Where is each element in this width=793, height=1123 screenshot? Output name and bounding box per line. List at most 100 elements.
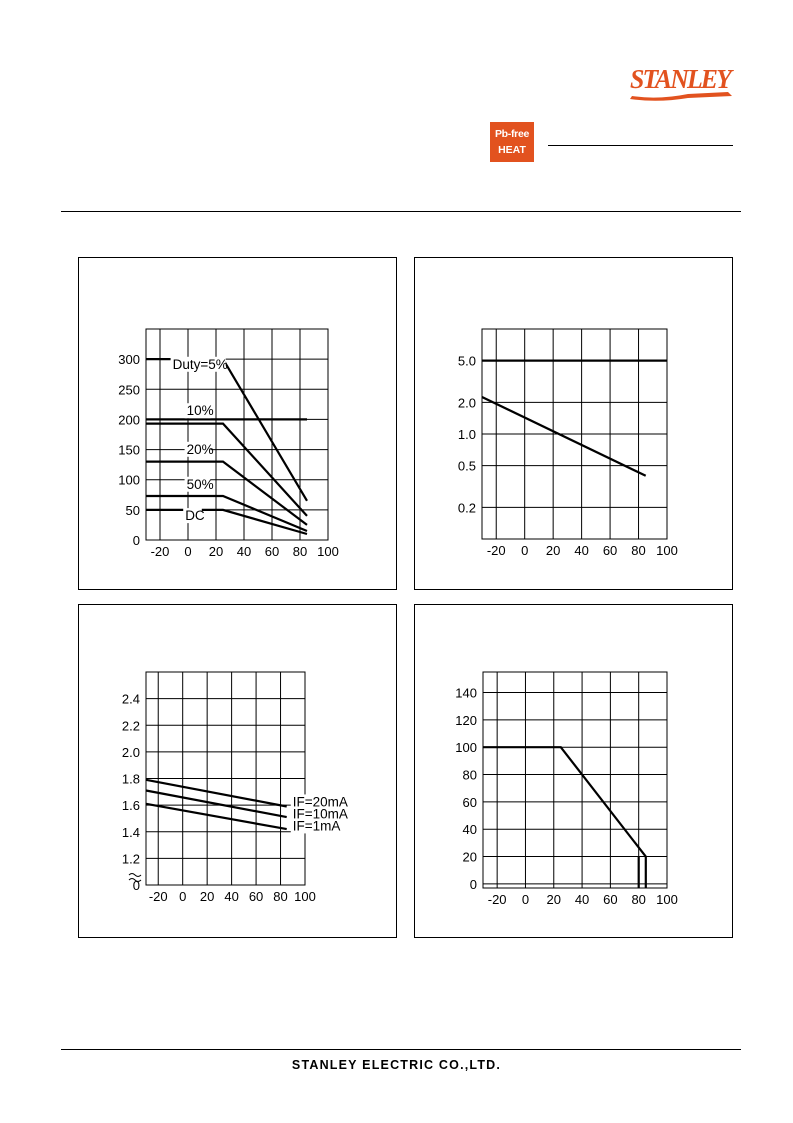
x-tick-label: 0	[521, 543, 528, 558]
annotation-bg	[183, 508, 202, 524]
y-tick-label: 1.0	[458, 427, 476, 442]
x-tick-label: -20	[149, 889, 168, 904]
x-tick-label: 80	[631, 892, 645, 907]
chart-panel-4: -20 0 20 40 60 80 100 0 20 40 60 80 100 120 140	[414, 604, 733, 938]
y-tick-label: 40	[463, 822, 477, 837]
x-tick-label: 20	[547, 892, 561, 907]
x-tick-label: 80	[273, 889, 287, 904]
annotation-bg	[184, 476, 211, 492]
y-tick-label: 100	[118, 473, 140, 488]
y-tick-label: 20	[463, 850, 477, 865]
y-tick-label: 0.5	[458, 459, 476, 474]
chart-panel-2: -20 0 20 40 60 80 100 0.2 0.5 1.0 2.0 5.0	[414, 257, 733, 590]
badge-line-2: HEAT	[498, 144, 526, 156]
company-name: STANLEY ELECTRIC CO.,LTD.	[291, 1058, 502, 1072]
y-tick-label: 0	[133, 878, 140, 893]
chart-1: -20 0 20 40 60 80 100 0 50 100 150 200 250 300 Duty=5%…	[118, 328, 339, 559]
y-tick-label: 100	[455, 740, 477, 755]
y-tick-label: 5.0	[458, 354, 476, 369]
series-annotation: Duty=5%	[173, 357, 228, 372]
annotation-bg	[184, 403, 211, 419]
x-tick-label: 60	[603, 543, 617, 558]
x-tick-label: 100	[317, 544, 339, 559]
x-tick-label: 60	[249, 889, 263, 904]
x-tick-label: -20	[488, 892, 507, 907]
y-tick-label: 2.4	[122, 692, 140, 707]
annotation-bg	[170, 356, 226, 372]
footer-rule	[61, 1049, 741, 1050]
series-annotation: DC	[185, 508, 205, 523]
y-tick-label: 60	[463, 795, 477, 810]
series-line-6	[146, 508, 308, 536]
y-tick-label: 0	[470, 877, 477, 892]
y-tick-label: 250	[118, 382, 140, 397]
series-line-5	[146, 494, 308, 533]
y-tick-label: 50	[126, 503, 140, 518]
plot-frame	[145, 328, 329, 541]
x-tick-label: 60	[265, 544, 279, 559]
series-line-4	[146, 460, 308, 526]
stanley-logo: STANLEY	[630, 64, 734, 101]
y-tick-label: 1.4	[122, 825, 140, 840]
x-tick-label: 20	[200, 889, 214, 904]
y-tick-label: 1.6	[122, 798, 140, 813]
pb-free-heat-badge: Pb-free HEAT	[490, 122, 534, 162]
y-tick-label: 1.2	[122, 851, 140, 866]
logo-wordmark: STANLEY	[630, 64, 734, 94]
y-tick-label: 2.0	[122, 745, 140, 760]
axis-break-mark	[128, 873, 142, 877]
y-tick-label: 140	[455, 686, 477, 701]
annotation-bg	[290, 806, 346, 822]
x-tick-label: 0	[522, 892, 529, 907]
annotation-bg	[290, 794, 346, 810]
x-tick-label: -20	[151, 544, 170, 559]
axis-break-mark	[128, 878, 142, 882]
badge-line-1: Pb-free	[494, 128, 530, 140]
annotation-bg	[290, 818, 339, 834]
y-tick-label: 2.0	[458, 395, 476, 410]
x-tick-label: 100	[656, 892, 678, 907]
chart-2: -20 0 20 40 60 80 100 0.2 0.5 1.0 2.0 5.0	[458, 328, 678, 558]
y-tick-label: 0.2	[458, 500, 476, 515]
x-tick-label: 100	[294, 889, 316, 904]
x-tick-label: 40	[224, 889, 238, 904]
series-line-2	[481, 396, 647, 477]
title-underline	[548, 145, 733, 146]
series-line-3	[146, 422, 308, 517]
x-tick-label: 0	[179, 889, 186, 904]
y-tick-label: 300	[118, 352, 140, 367]
y-tick-label: 120	[455, 713, 477, 728]
header-rule	[61, 211, 741, 212]
chart-4: -20 0 20 40 60 80 100 0 20 40 60 80 100 120 140	[455, 671, 678, 907]
chart-panel-3: -20 0 20 40 60 80 100 0 1.2 1.4 1.6 1.8 2.0 2.2 2.4 IF=…	[78, 604, 397, 938]
series-annotation: 20%	[187, 442, 214, 457]
x-tick-label: 0	[184, 544, 191, 559]
series-annotation: IF=20mA	[293, 794, 348, 809]
series-annotation: 10%	[187, 403, 214, 418]
series-annotation: IF=1mA	[293, 818, 341, 833]
x-tick-label: 20	[209, 544, 223, 559]
x-tick-label: 80	[293, 544, 307, 559]
y-tick-label: 0	[133, 533, 140, 548]
x-tick-label: 40	[575, 892, 589, 907]
series-annotation: 50%	[187, 477, 214, 492]
series-line-2	[145, 789, 287, 819]
y-tick-label: 150	[118, 443, 140, 458]
x-tick-label: 40	[574, 543, 588, 558]
series-annotation: IF=10mA	[293, 806, 348, 821]
plot-frame	[482, 671, 668, 889]
x-tick-label: 100	[656, 543, 678, 558]
x-tick-label: 60	[603, 892, 617, 907]
x-tick-label: 20	[546, 543, 560, 558]
series-line-1	[483, 746, 647, 858]
chart-panel-1: -20 0 20 40 60 80 100 0 50 100 150 200 250 300 Duty=5%…	[78, 257, 397, 590]
y-tick-label: 200	[118, 412, 140, 427]
x-tick-label: 80	[631, 543, 645, 558]
logo-swoosh	[630, 92, 732, 101]
x-tick-label: -20	[487, 543, 506, 558]
y-tick-label: 1.8	[122, 772, 140, 787]
y-tick-label: 80	[463, 768, 477, 783]
x-tick-label: 40	[237, 544, 251, 559]
series-line-1	[145, 778, 287, 808]
chart-3: -20 0 20 40 60 80 100 0 1.2 1.4 1.6 1.8 2.0 2.2 2.4 IF=…	[122, 671, 348, 904]
